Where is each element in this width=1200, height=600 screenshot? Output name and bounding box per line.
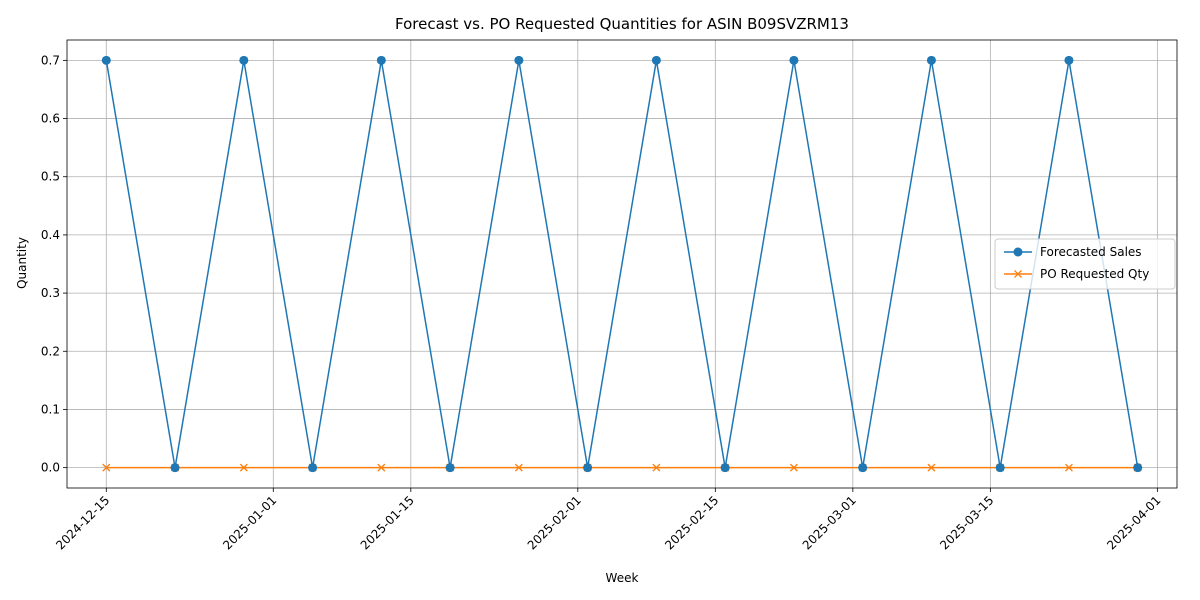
y-tick-label: 0.7 — [41, 53, 60, 67]
data-point — [789, 55, 799, 65]
grid — [67, 40, 1177, 488]
x-axis-label: Week — [606, 571, 639, 585]
data-point — [720, 463, 730, 473]
y-tick-label: 0.1 — [41, 402, 60, 416]
y-tick-label: 0.6 — [41, 112, 60, 126]
legend-label-po: PO Requested Qty — [1040, 267, 1149, 281]
data-point — [101, 55, 111, 65]
data-point — [926, 55, 936, 65]
legend-marker-po — [1014, 270, 1022, 278]
y-tick-label: 0.5 — [41, 170, 60, 184]
data-point — [308, 463, 318, 473]
y-tick-label: 0.0 — [41, 461, 60, 475]
data-point — [583, 463, 593, 473]
series-line — [105, 59, 1139, 469]
legend-marker-forecast — [1013, 247, 1023, 257]
data-point — [102, 463, 111, 472]
data-point — [789, 463, 798, 472]
data-point — [1064, 55, 1074, 65]
legend: Forecasted Sales PO Requested Qty — [994, 238, 1176, 290]
legend-label-forecast: Forecasted Sales — [1040, 245, 1142, 259]
y-tick-label: 0.3 — [41, 286, 60, 300]
plot-frame — [66, 39, 1178, 489]
data-point — [239, 55, 249, 65]
y-tick-label: 0.2 — [41, 344, 60, 358]
y-tick-label: 0.4 — [41, 228, 60, 242]
data-point — [651, 55, 661, 65]
data-point — [995, 463, 1005, 473]
data-point — [652, 463, 661, 472]
data-point — [376, 55, 386, 65]
data-point — [377, 463, 386, 472]
data-point — [239, 463, 248, 472]
series-layer — [101, 55, 1143, 473]
data-point — [1064, 463, 1073, 472]
data-point — [445, 463, 455, 473]
data-point — [170, 463, 180, 473]
data-point — [1133, 463, 1143, 473]
y-axis-label: Quantity — [15, 237, 29, 289]
chart-title: Forecast vs. PO Requested Quantities for… — [395, 15, 849, 33]
data-point — [514, 463, 523, 472]
legend-box — [994, 238, 1176, 290]
series-forecasted-sales — [101, 55, 1143, 473]
data-point — [514, 55, 524, 65]
data-point — [858, 463, 868, 473]
data-point — [927, 463, 936, 472]
